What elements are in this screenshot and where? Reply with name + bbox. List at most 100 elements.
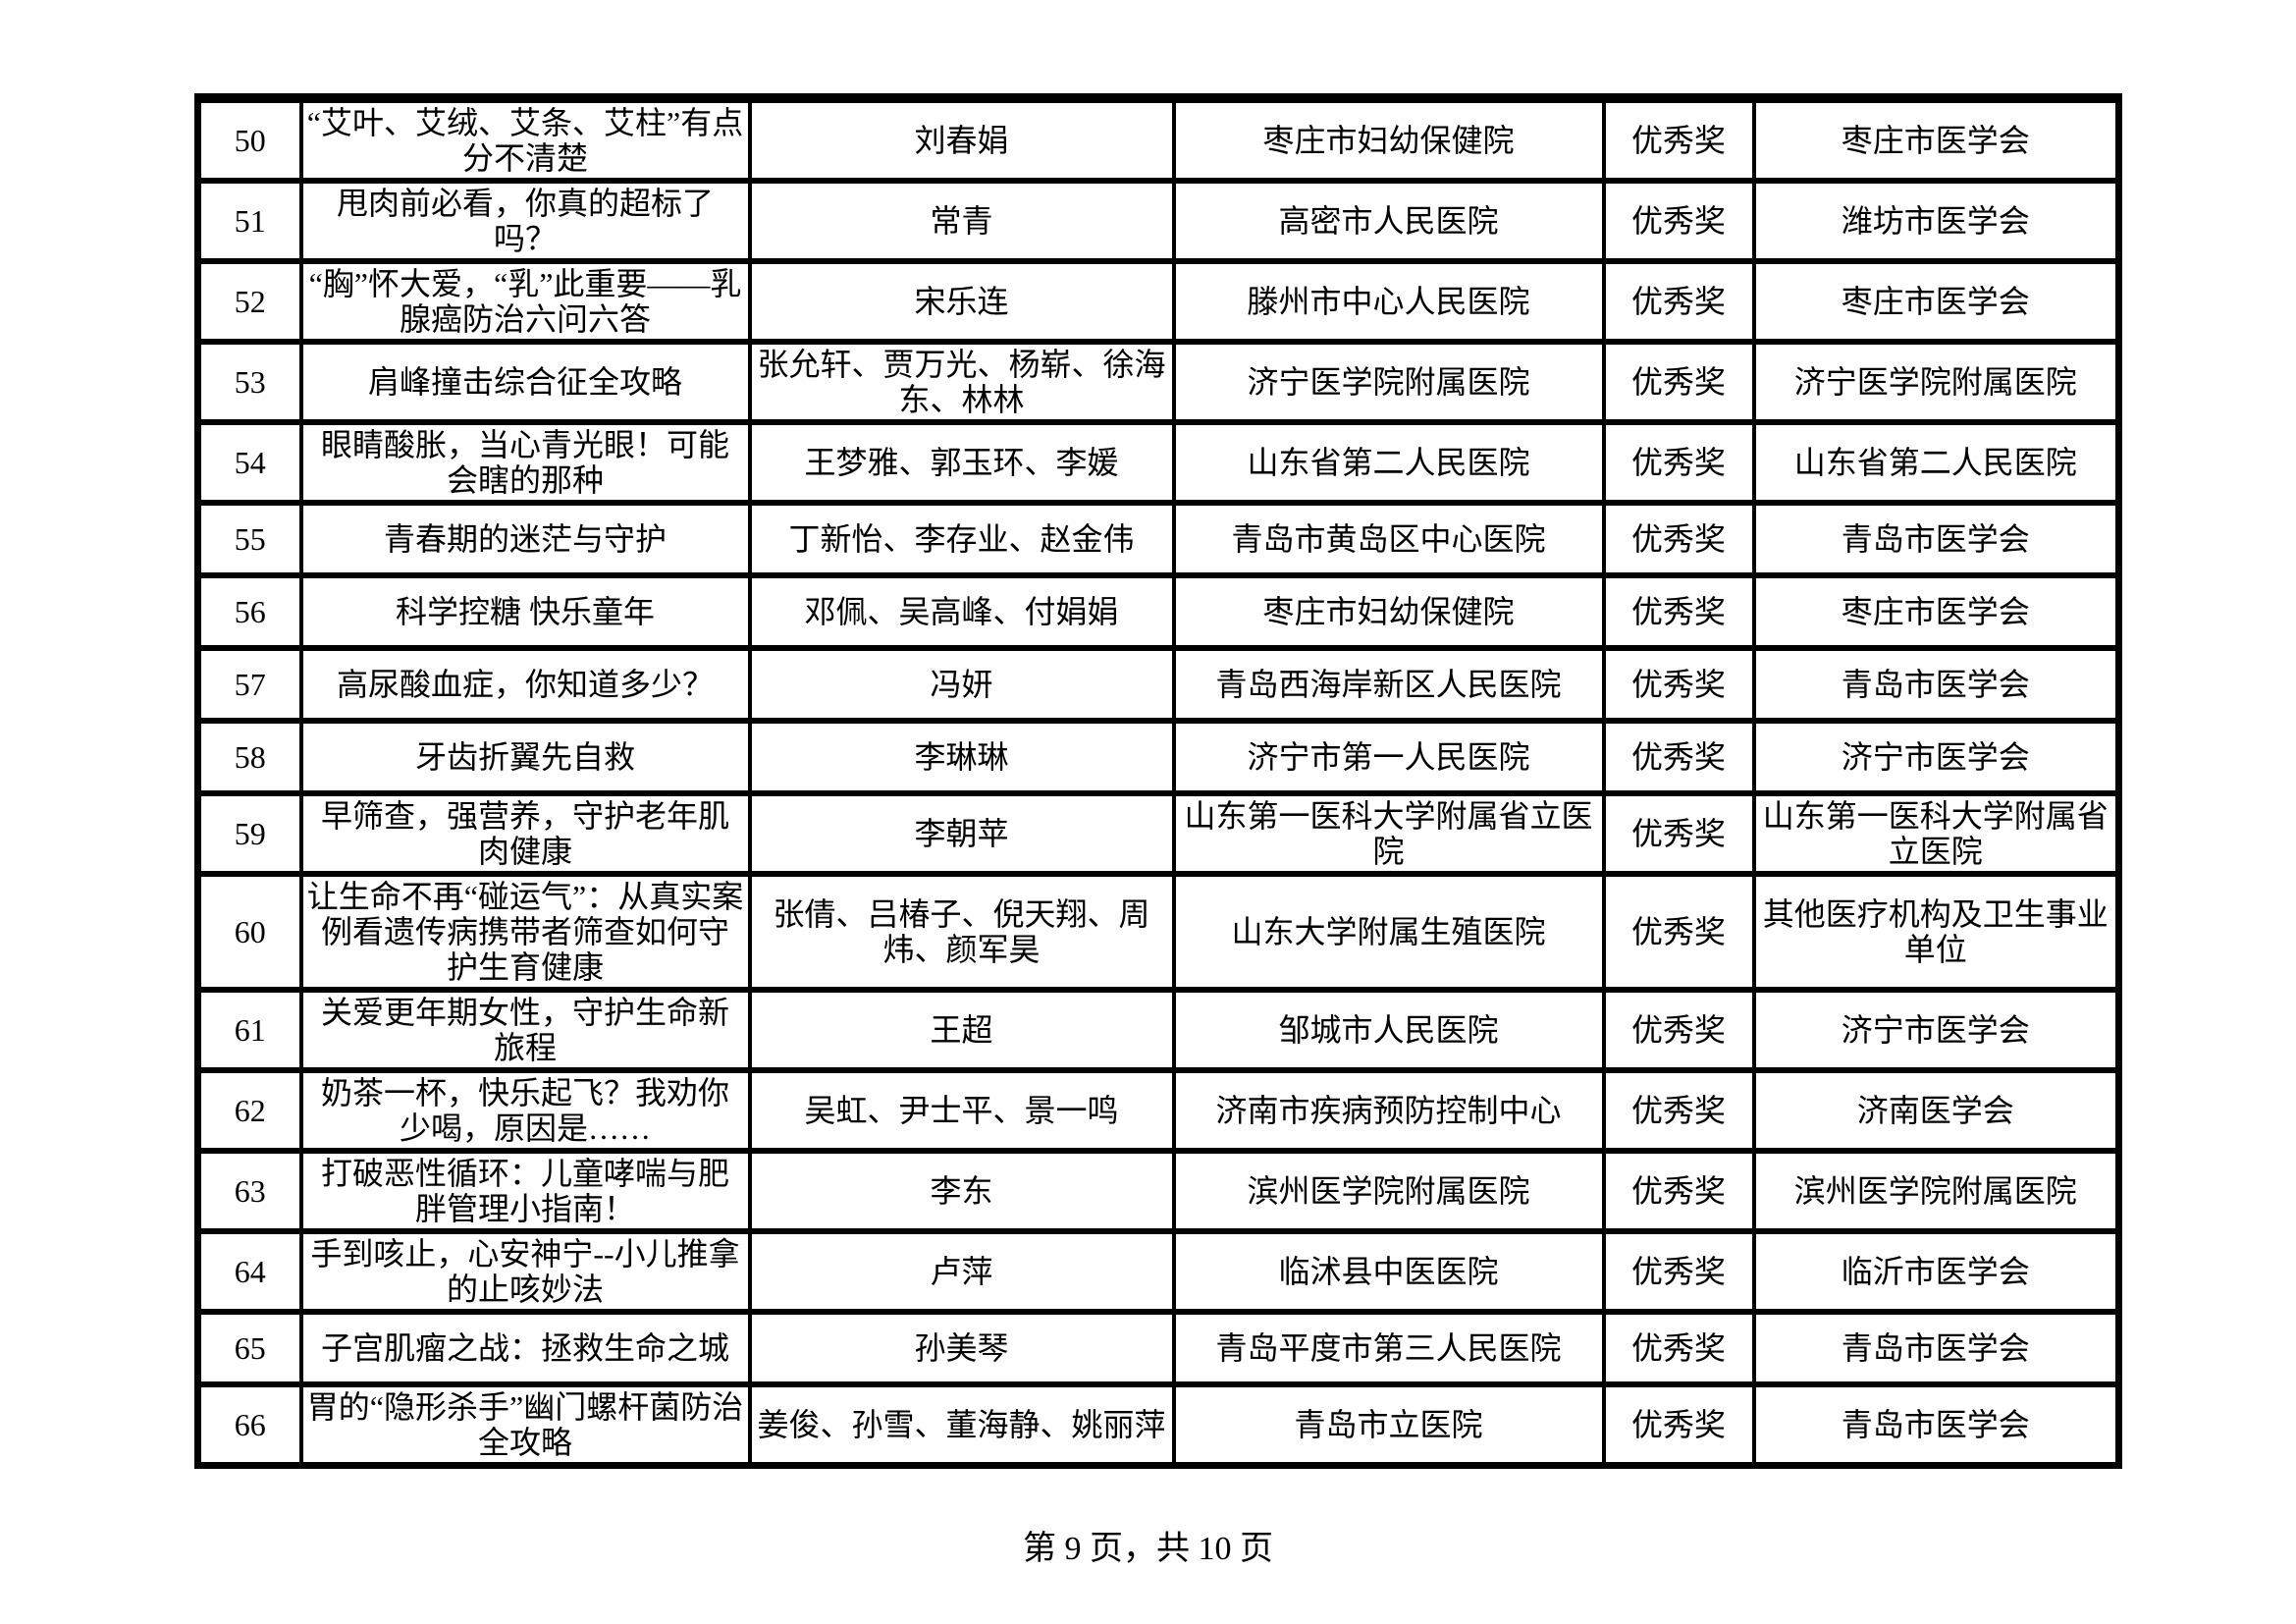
row-number-cell: 65 [195, 1309, 303, 1387]
table-row: 63 打破恶性循环：儿童哮喘与肥胖管理小指南！ 李东 滨州医学院附属医院 优秀奖… [195, 1148, 2121, 1234]
row-number-cell: 59 [195, 790, 303, 877]
authors-cell: 李东 [747, 1148, 1176, 1234]
table-row: 61 关爱更年期女性，守护生命新旅程 王超 邹城市人民医院 优秀奖 济宁市医学会 [195, 987, 2121, 1073]
organization-cell: 山东省第二人民医院 [1171, 419, 1606, 506]
work-title-cell: 眼睛酸胀，当心青光眼！可能会瞎的那种 [298, 419, 752, 506]
award-level-cell: 优秀奖 [1601, 1381, 1756, 1469]
authors-cell: 王梦雅、郭玉环、李媛 [747, 419, 1176, 506]
authors-cell: 卢萍 [747, 1228, 1176, 1315]
organization-cell: 枣庄市妇幼保健院 [1171, 95, 1606, 184]
award-level-cell: 优秀奖 [1601, 987, 1756, 1073]
recommender-cell: 青岛市医学会 [1751, 1309, 2121, 1387]
row-number-cell: 55 [195, 500, 303, 578]
row-number-cell: 50 [195, 95, 303, 184]
recommender-cell: 潍坊市医学会 [1751, 178, 2121, 264]
organization-cell: 高密市人民医院 [1171, 178, 1606, 264]
recommender-cell: 济宁市医学会 [1751, 987, 2121, 1073]
work-title-cell: 让生命不再“碰运气”：从真实案例看遗传病携带者筛查如何守护生育健康 [298, 871, 752, 993]
award-level-cell: 优秀奖 [1601, 1067, 1756, 1154]
authors-cell: 姜俊、孙雪、董海静、姚丽萍 [747, 1381, 1176, 1469]
authors-cell: 李朝苹 [747, 790, 1176, 877]
organization-cell: 青岛西海岸新区人民医院 [1171, 645, 1606, 724]
organization-cell: 济宁市第一人民医院 [1171, 718, 1606, 796]
recommender-cell: 济宁医学院附属医院 [1751, 339, 2121, 425]
recommender-cell: 青岛市医学会 [1751, 1381, 2121, 1469]
organization-cell: 山东大学附属生殖医院 [1171, 871, 1606, 993]
work-title-cell: 奶茶一杯，快乐起飞？我劝你少喝，原因是…… [298, 1067, 752, 1154]
row-number-cell: 53 [195, 339, 303, 425]
work-title-cell: 早筛查，强营养，守护老年肌肉健康 [298, 790, 752, 877]
work-title-cell: 子宫肌瘤之战：拯救生命之城 [298, 1309, 752, 1387]
work-title-cell: 胃的“隐形杀手”幽门螺杆菌防治全攻略 [298, 1381, 752, 1469]
award-level-cell: 优秀奖 [1601, 790, 1756, 877]
work-title-cell: 高尿酸血症，你知道多少？ [298, 645, 752, 724]
work-title-cell: 肩峰撞击综合征全攻略 [298, 339, 752, 425]
authors-cell: 张允轩、贾万光、杨崭、徐海东、林林 [747, 339, 1176, 425]
row-number-cell: 66 [195, 1381, 303, 1469]
table-row: 62 奶茶一杯，快乐起飞？我劝你少喝，原因是…… 吴虹、尹士平、景一鸣 济南市疾… [195, 1067, 2121, 1154]
table-row: 54 眼睛酸胀，当心青光眼！可能会瞎的那种 王梦雅、郭玉环、李媛 山东省第二人民… [195, 419, 2121, 506]
award-level-cell: 优秀奖 [1601, 500, 1756, 578]
organization-cell: 邹城市人民医院 [1171, 987, 1606, 1073]
work-title-cell: “艾叶、艾绒、艾条、艾柱”有点分不清楚 [298, 95, 752, 184]
table-row: 65 子宫肌瘤之战：拯救生命之城 孙美琴 青岛平度市第三人民医院 优秀奖 青岛市… [195, 1309, 2121, 1387]
recommender-cell: 其他医疗机构及卫生事业单位 [1751, 871, 2121, 993]
recommender-cell: 济南医学会 [1751, 1067, 2121, 1154]
work-title-cell: 关爱更年期女性，守护生命新旅程 [298, 987, 752, 1073]
work-title-cell: 打破恶性循环：儿童哮喘与肥胖管理小指南！ [298, 1148, 752, 1234]
award-level-cell: 优秀奖 [1601, 718, 1756, 796]
row-number-cell: 60 [195, 871, 303, 993]
authors-cell: 李琳琳 [747, 718, 1176, 796]
organization-cell: 济宁医学院附属医院 [1171, 339, 1606, 425]
page-number-footer: 第 9 页，共 10 页 [1023, 1531, 1273, 1567]
row-number-cell: 52 [195, 258, 303, 345]
table-row: 57 高尿酸血症，你知道多少？ 冯妍 青岛西海岸新区人民医院 优秀奖 青岛市医学… [195, 645, 2121, 724]
table-row: 58 牙齿折翼先自救 李琳琳 济宁市第一人民医院 优秀奖 济宁市医学会 [195, 718, 2121, 796]
recommender-cell: 济宁市医学会 [1751, 718, 2121, 796]
authors-cell: 冯妍 [747, 645, 1176, 724]
award-level-cell: 优秀奖 [1601, 178, 1756, 264]
organization-cell: 滕州市中心人民医院 [1171, 258, 1606, 345]
table-row: 51 甩肉前必看，你真的超标了吗？ 常青 高密市人民医院 优秀奖 潍坊市医学会 [195, 178, 2121, 264]
table-row: 60 让生命不再“碰运气”：从真实案例看遗传病携带者筛查如何守护生育健康 张倩、… [195, 871, 2121, 993]
row-number-cell: 62 [195, 1067, 303, 1154]
awards-table: 50 “艾叶、艾绒、艾条、艾柱”有点分不清楚 刘春娟 枣庄市妇幼保健院 优秀奖 … [194, 93, 2122, 1469]
award-level-cell: 优秀奖 [1601, 572, 1756, 651]
authors-cell: 孙美琴 [747, 1309, 1176, 1387]
work-title-cell: “胸”怀大爱，“乳”此重要——乳腺癌防治六问六答 [298, 258, 752, 345]
award-level-cell: 优秀奖 [1601, 1148, 1756, 1234]
work-title-cell: 手到咳止，心安神宁--小儿推拿的止咳妙法 [298, 1228, 752, 1315]
organization-cell: 青岛市立医院 [1171, 1381, 1606, 1469]
authors-cell: 丁新怡、李存业、赵金伟 [747, 500, 1176, 578]
work-title-cell: 科学控糖 快乐童年 [298, 572, 752, 651]
work-title-cell: 牙齿折翼先自救 [298, 718, 752, 796]
table-row: 50 “艾叶、艾绒、艾条、艾柱”有点分不清楚 刘春娟 枣庄市妇幼保健院 优秀奖 … [195, 95, 2121, 184]
authors-cell: 张倩、吕椿子、倪天翔、周炜、颜军昊 [747, 871, 1176, 993]
row-number-cell: 63 [195, 1148, 303, 1234]
table-row: 55 青春期的迷茫与守护 丁新怡、李存业、赵金伟 青岛市黄岛区中心医院 优秀奖 … [195, 500, 2121, 578]
row-number-cell: 64 [195, 1228, 303, 1315]
table-row: 64 手到咳止，心安神宁--小儿推拿的止咳妙法 卢萍 临沭县中医医院 优秀奖 临… [195, 1228, 2121, 1315]
row-number-cell: 61 [195, 987, 303, 1073]
work-title-cell: 青春期的迷茫与守护 [298, 500, 752, 578]
recommender-cell: 山东省第二人民医院 [1751, 419, 2121, 506]
organization-cell: 山东第一医科大学附属省立医院 [1171, 790, 1606, 877]
recommender-cell: 枣庄市医学会 [1751, 95, 2121, 184]
table-body: 50 “艾叶、艾绒、艾条、艾柱”有点分不清楚 刘春娟 枣庄市妇幼保健院 优秀奖 … [195, 95, 2121, 1469]
row-number-cell: 51 [195, 178, 303, 264]
award-level-cell: 优秀奖 [1601, 258, 1756, 345]
authors-cell: 邓佩、吴高峰、付娟娟 [747, 572, 1176, 651]
table-row: 53 肩峰撞击综合征全攻略 张允轩、贾万光、杨崭、徐海东、林林 济宁医学院附属医… [195, 339, 2121, 425]
organization-cell: 临沭县中医医院 [1171, 1228, 1606, 1315]
row-number-cell: 58 [195, 718, 303, 796]
row-number-cell: 56 [195, 572, 303, 651]
recommender-cell: 山东第一医科大学附属省立医院 [1751, 790, 2121, 877]
table-row: 59 早筛查，强营养，守护老年肌肉健康 李朝苹 山东第一医科大学附属省立医院 优… [195, 790, 2121, 877]
table-row: 56 科学控糖 快乐童年 邓佩、吴高峰、付娟娟 枣庄市妇幼保健院 优秀奖 枣庄市… [195, 572, 2121, 651]
work-title-cell: 甩肉前必看，你真的超标了吗？ [298, 178, 752, 264]
authors-cell: 刘春娟 [747, 95, 1176, 184]
organization-cell: 青岛市黄岛区中心医院 [1171, 500, 1606, 578]
award-level-cell: 优秀奖 [1601, 95, 1756, 184]
authors-cell: 吴虹、尹士平、景一鸣 [747, 1067, 1176, 1154]
organization-cell: 枣庄市妇幼保健院 [1171, 572, 1606, 651]
